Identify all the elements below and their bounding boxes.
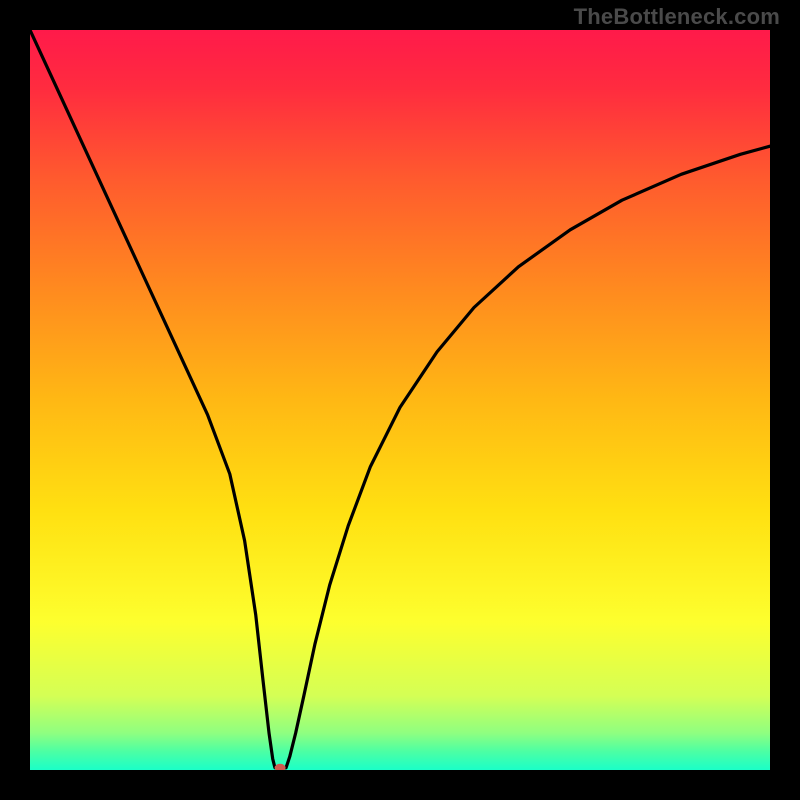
- minimum-marker: [275, 764, 286, 772]
- plot-svg: [0, 0, 800, 800]
- chart-frame: TheBottleneck.com: [0, 0, 800, 800]
- plot-gradient-background: [30, 30, 770, 770]
